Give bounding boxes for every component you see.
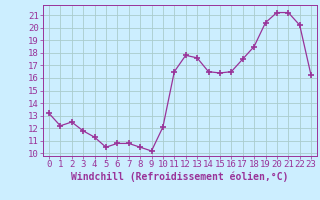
- X-axis label: Windchill (Refroidissement éolien,°C): Windchill (Refroidissement éolien,°C): [71, 172, 289, 182]
